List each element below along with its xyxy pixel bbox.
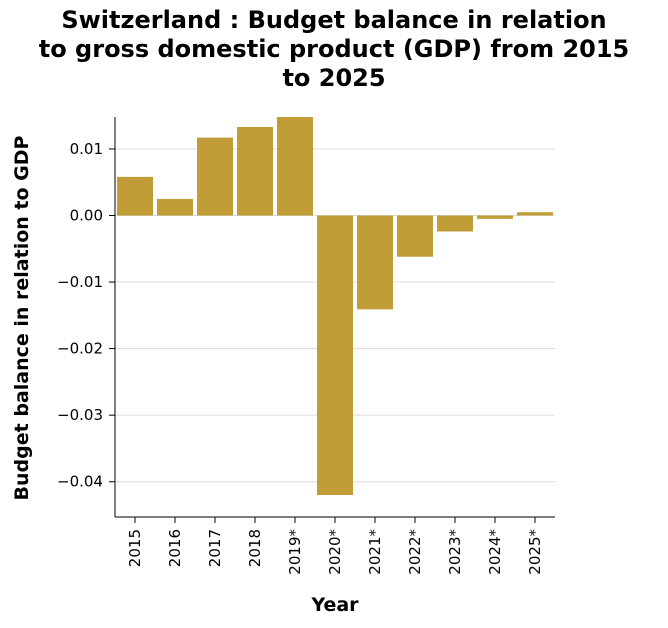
- bar-2018: [237, 126, 273, 216]
- x-tick-label: 2015: [126, 529, 144, 567]
- x-tick-label: 2020*: [326, 529, 344, 575]
- bar-2015: [117, 176, 153, 216]
- x-tick-label: 2019*: [286, 529, 304, 575]
- bar-2020: [317, 215, 353, 496]
- y-tick-label: −0.01: [57, 273, 103, 291]
- chart-title-line-2: to gross domestic product (GDP) from 201…: [38, 35, 630, 63]
- y-tick-label: 0.00: [70, 207, 103, 225]
- x-tick-label: 2021*: [366, 529, 384, 575]
- y-tick-label: −0.03: [57, 406, 103, 424]
- bar-2016: [157, 198, 193, 216]
- x-tick-label: 2024*: [486, 529, 504, 575]
- y-tick-label: −0.04: [57, 473, 103, 491]
- x-axis-label: Year: [311, 594, 359, 616]
- x-tick-label: 2016: [166, 529, 184, 567]
- chart-title: Switzerland : Budget balance in relation…: [0, 6, 668, 93]
- bar-2022: [397, 215, 433, 257]
- x-tick-label: 2017: [206, 529, 224, 567]
- y-axis-ticks: 0.01 0.00 −0.01 −0.02 −0.03 −0.04: [57, 140, 115, 491]
- bar-2021: [357, 215, 393, 310]
- x-tick-label: 2022*: [406, 529, 424, 575]
- y-tick-label: −0.02: [57, 340, 103, 358]
- bar-2023: [437, 215, 473, 232]
- bar-2019: [277, 117, 313, 216]
- chart-title-line-3: to 2025: [282, 64, 386, 92]
- bar-2025: [517, 212, 553, 216]
- x-tick-label: 2025*: [526, 529, 544, 575]
- bar-2017: [197, 137, 233, 216]
- bars: [117, 117, 553, 496]
- x-axis-ticks: 2015 2016 2017 2018 2019* 2020* 2021* 2022* 2023…: [126, 517, 544, 575]
- x-tick-label: 2018: [246, 529, 264, 567]
- x-tick-label: 2023*: [446, 529, 464, 575]
- y-tick-label: 0.01: [70, 140, 103, 158]
- bar-2024: [477, 215, 513, 219]
- chart-title-line-1: Switzerland : Budget balance in relation: [61, 6, 607, 34]
